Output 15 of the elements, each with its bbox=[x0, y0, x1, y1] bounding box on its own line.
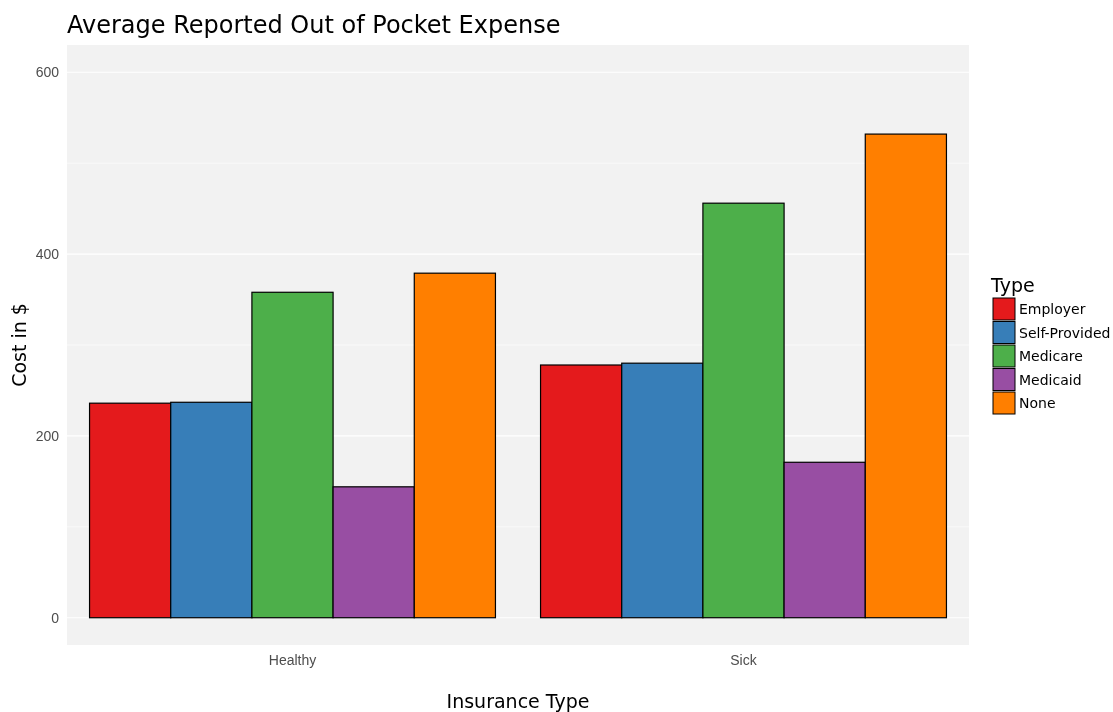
legend-label: Medicare bbox=[1019, 348, 1083, 364]
y-tick-label: 200 bbox=[35, 427, 60, 444]
y-tick-label: 600 bbox=[35, 64, 60, 81]
y-tick-label: 400 bbox=[35, 246, 60, 263]
x-axis-title: Insurance Type bbox=[446, 690, 590, 712]
legend-label: Self-Provided bbox=[1019, 324, 1111, 341]
legend-title: Type bbox=[990, 274, 1035, 296]
x-tick-label: Healthy bbox=[268, 651, 317, 668]
chart-title: Average Reported Out of Pocket Expense bbox=[67, 11, 561, 39]
legend-label: Employer bbox=[1019, 301, 1086, 317]
x-tick-label: Sick bbox=[730, 651, 758, 668]
y-tick-label: 0 bbox=[51, 609, 60, 626]
legend-label: Medicaid bbox=[1019, 371, 1082, 388]
y-axis-title: Cost in $ bbox=[8, 303, 30, 387]
legend-label: None bbox=[1019, 395, 1056, 411]
